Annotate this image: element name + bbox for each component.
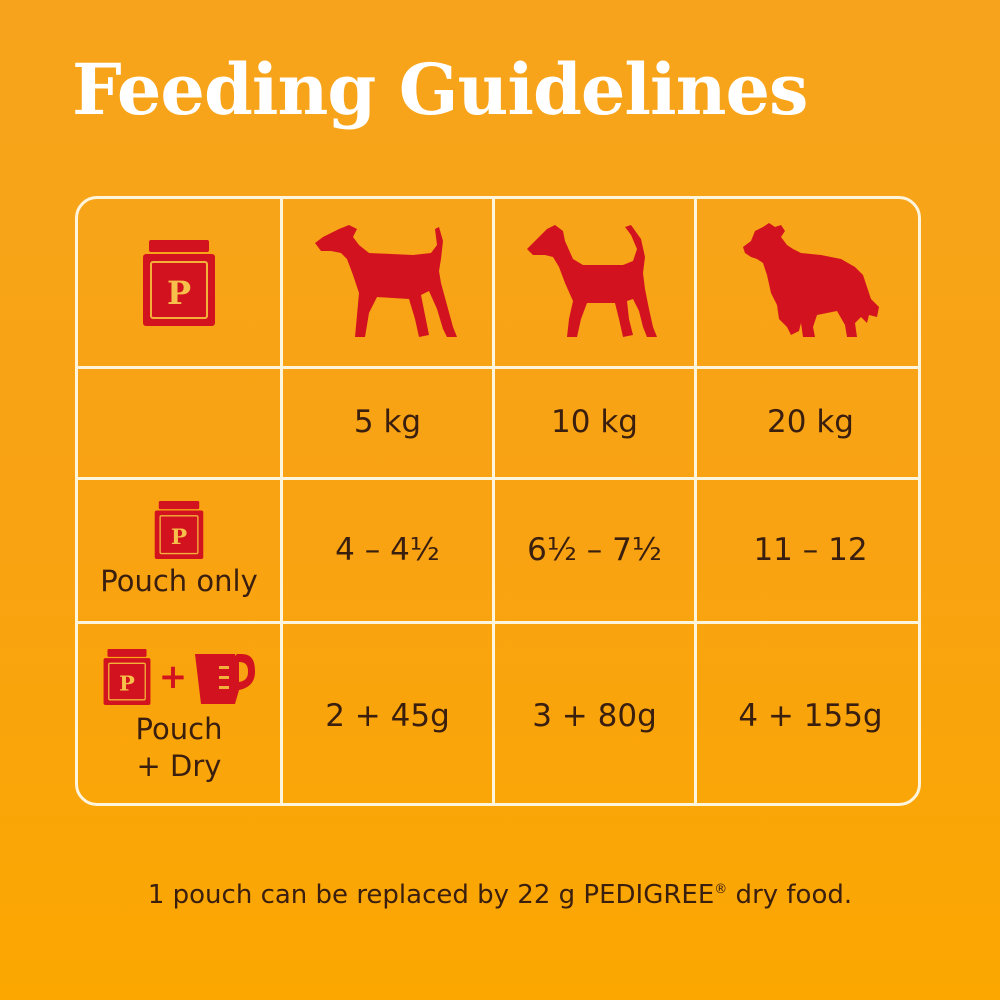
row-divider xyxy=(78,366,918,369)
pouch-icon: P xyxy=(154,501,204,560)
column-divider xyxy=(280,199,283,803)
pouch-dry-label-line1: Pouch xyxy=(135,712,223,747)
column-divider xyxy=(694,199,697,803)
column-divider xyxy=(492,199,495,803)
row-divider xyxy=(78,477,918,480)
pouch-dry-label-line2: + Dry xyxy=(136,748,222,783)
header-pouch-cell: P xyxy=(78,199,280,366)
measuring-cup-icon xyxy=(195,654,256,705)
pouch-plus-dry-icons: P + xyxy=(103,649,256,706)
pouch-only-10kg: 6½ – 7½ xyxy=(527,531,662,568)
pouch-icon: P xyxy=(103,649,151,706)
pouch-only-5kg: 4 – 4½ xyxy=(335,531,440,568)
weight-20kg: 20 kg xyxy=(767,404,854,441)
footer-text-end: dry food. xyxy=(727,880,853,910)
pouch-only-20kg: 11 – 12 xyxy=(753,531,868,568)
footer-note: 1 pouch can be replaced by 22 g PEDIGREE… xyxy=(0,880,1000,910)
page-title: Feeding Guidelines xyxy=(72,48,808,131)
pouch-only-label: Pouch only xyxy=(100,564,258,599)
pouch-dry-10kg: 3 + 80g xyxy=(532,697,657,734)
registered-mark: ® xyxy=(714,882,728,897)
medium-dog-cell xyxy=(495,199,694,366)
pouch-dry-20kg: 4 + 155g xyxy=(738,697,883,734)
svg-text:P: P xyxy=(167,274,191,312)
pouch-only-label-cell: P Pouch only xyxy=(78,480,280,621)
small-dog-cell xyxy=(283,199,492,366)
pouch-dry-label-cell: P + Pouch + Dry xyxy=(78,624,280,803)
footer-text: 1 pouch can be replaced by 22 g PEDIGREE xyxy=(147,880,715,910)
pouch-icon: P xyxy=(143,239,215,326)
weight-10kg: 10 kg xyxy=(551,404,638,441)
large-dog-cell xyxy=(697,199,918,366)
large-dog-icon xyxy=(742,222,879,337)
small-dog-icon xyxy=(314,224,457,337)
pouch-dry-5kg: 2 + 45g xyxy=(325,697,450,734)
weight-5kg: 5 kg xyxy=(353,404,422,441)
medium-dog-icon xyxy=(526,224,657,337)
row-divider xyxy=(78,621,918,624)
svg-text:P: P xyxy=(119,671,135,696)
svg-text:P: P xyxy=(171,526,187,551)
feeding-table: P 5 kg 10 kg 20 kg P Pouch only 4 – 4½ 6… xyxy=(75,196,921,806)
plus-sign: + xyxy=(158,656,188,697)
